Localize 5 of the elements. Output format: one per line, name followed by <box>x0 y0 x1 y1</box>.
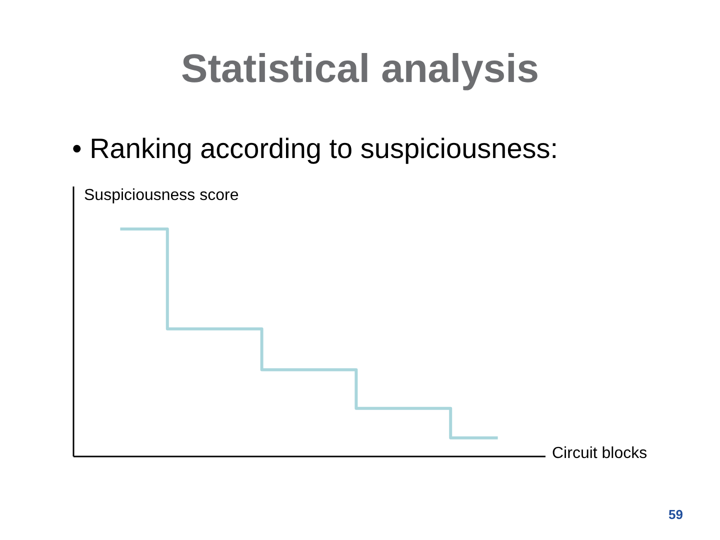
y-axis-title: Suspiciousness score <box>84 187 239 204</box>
chart-title: Statistical analysis <box>181 47 539 91</box>
x-axis-title: Circuit blocks <box>552 445 648 462</box>
chart-subtitle: • Ranking according to suspiciousness: <box>72 133 558 164</box>
text: 59 <box>668 507 683 522</box>
